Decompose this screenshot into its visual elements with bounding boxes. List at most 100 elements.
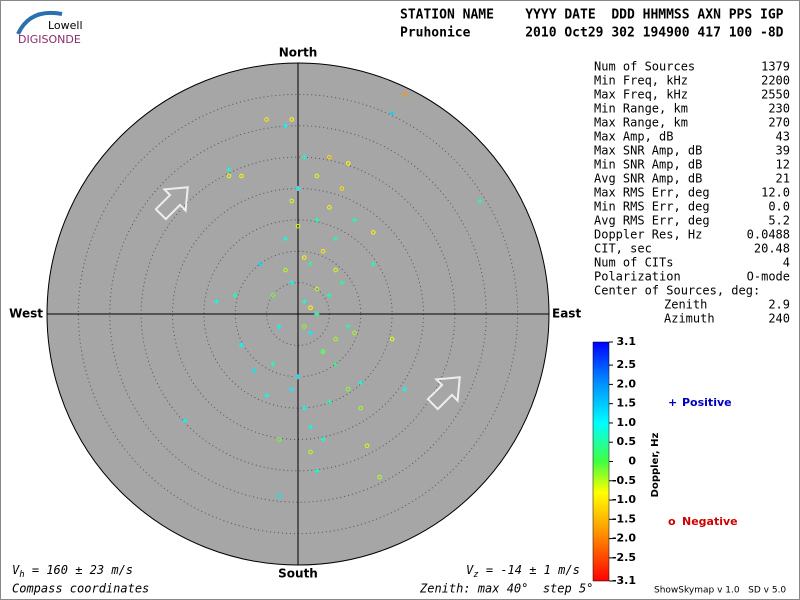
source-positive [276, 324, 282, 330]
param-name: Max SNR Amp, dB [594, 144, 702, 158]
source-negative [301, 255, 307, 260]
source-positive [314, 217, 320, 223]
drift-arrow [426, 376, 461, 411]
param-name: Zenith [664, 298, 707, 312]
source-negative [283, 267, 288, 273]
param-name: Doppler Res, Hz [594, 228, 702, 242]
source-positive [232, 292, 238, 298]
source-positive [370, 261, 376, 267]
param-name: Min RMS Err, deg [594, 200, 710, 214]
source-negative [314, 173, 320, 179]
param-name: Azimuth [664, 312, 715, 326]
source-negative [327, 154, 332, 160]
colorbar-label: Doppler, Hz [650, 433, 661, 498]
param-name: Min Range, km [594, 102, 688, 116]
source-positive [289, 280, 295, 286]
param-value: 12.0 [761, 186, 790, 200]
source-positive [326, 399, 332, 405]
direction-west: West [9, 307, 43, 321]
source-negative [289, 198, 295, 204]
source-positive [289, 386, 295, 392]
param-name: Avg SNR Amp, dB [594, 172, 702, 186]
source-negative [402, 92, 407, 97]
legend-label: Positive [682, 396, 732, 409]
param-name: Max RMS Err, deg [594, 186, 710, 200]
param-name: CIT, sec [594, 242, 652, 256]
source-negative [295, 223, 301, 229]
source-negative [327, 205, 332, 210]
source-positive [477, 198, 483, 204]
source-positive [226, 167, 232, 173]
source-negative [333, 336, 338, 342]
version-label: ShowSkymap v 1.0 SD v 5.0 [654, 586, 786, 596]
source-negative [301, 324, 307, 329]
param-name: Num of CITs [594, 256, 673, 270]
param-value: 12 [776, 158, 790, 172]
source-negative [377, 474, 382, 480]
logo-swoosh [16, 11, 63, 35]
vz-label: Vz = -14 ± 1 m/s [466, 563, 580, 580]
param-value: 39 [776, 144, 790, 158]
logo-bottom: DIGISONDE [18, 33, 81, 46]
source-negative [270, 292, 276, 298]
param-name: Max Range, km [594, 116, 688, 130]
param-name: Max Amp, dB [594, 130, 673, 144]
param-name: Min Freq, kHz [594, 74, 688, 88]
colorbar-tick-label: -1.5 [612, 512, 636, 525]
vh-label: Vh = 160 ± 23 m/s [12, 563, 133, 580]
param-value: 1379 [761, 60, 790, 74]
param-value: 5.2 [768, 214, 790, 228]
colorbar-tick-label: -1.0 [612, 493, 636, 506]
source-positive [295, 374, 301, 380]
param-value: 2550 [761, 88, 790, 102]
center-title: Center of Sources, deg: [594, 284, 760, 298]
source-positive [333, 236, 339, 242]
source-positive [295, 186, 301, 191]
source-positive [264, 393, 270, 399]
source-positive [389, 110, 395, 116]
source-positive [270, 361, 276, 367]
source-positive [301, 298, 307, 304]
colorbar-tick-label: 1.0 [617, 416, 637, 429]
source-positive [308, 330, 314, 336]
source-positive [314, 468, 320, 474]
param-name: Num of Sources [594, 60, 695, 74]
source-positive [358, 380, 364, 386]
source-negative [239, 173, 244, 179]
param-value: 240 [768, 312, 790, 326]
colorbar [592, 341, 610, 582]
param-value: 0.0 [768, 200, 790, 214]
source-negative [352, 330, 357, 336]
source-negative [320, 248, 326, 254]
param-value: 2200 [761, 74, 790, 88]
colorbar-tick-label: 0 [628, 455, 636, 468]
colorbar-tick-label: -3.1 [612, 574, 636, 587]
source-positive [402, 386, 408, 392]
source-negative [320, 349, 326, 354]
source-negative [345, 161, 351, 166]
source-positive [257, 261, 263, 267]
source-positive [301, 154, 307, 160]
param-name: Min SNR Amp, dB [594, 158, 702, 172]
header-line: Pruhonice 2010 Oct29 302 194900 417 100 … [400, 26, 784, 41]
source-negative [289, 117, 295, 122]
source-negative [314, 286, 320, 292]
colorbar-tick-label: 0.5 [617, 435, 637, 448]
param-value: 43 [776, 130, 790, 144]
colorbar-tick-label: -0.5 [612, 474, 636, 487]
param-value: 4 [783, 256, 790, 270]
colorbar-tick-label: 2.5 [617, 358, 637, 371]
legend-label: Negative [682, 515, 738, 528]
source-positive [251, 367, 257, 373]
source-negative [358, 405, 364, 411]
source-positive [333, 361, 339, 367]
source-positive [301, 405, 307, 411]
source-positive [308, 424, 314, 430]
source-negative [264, 117, 269, 122]
param-value: 21 [776, 172, 790, 186]
source-positive [326, 292, 332, 298]
header-line: STATION NAME YYYY DATE DDD HHMMSS AXN PP… [400, 8, 784, 23]
source-positive [182, 418, 188, 424]
colorbar-tick-label: 2.0 [617, 377, 637, 390]
legend-symbol: + [668, 396, 677, 409]
